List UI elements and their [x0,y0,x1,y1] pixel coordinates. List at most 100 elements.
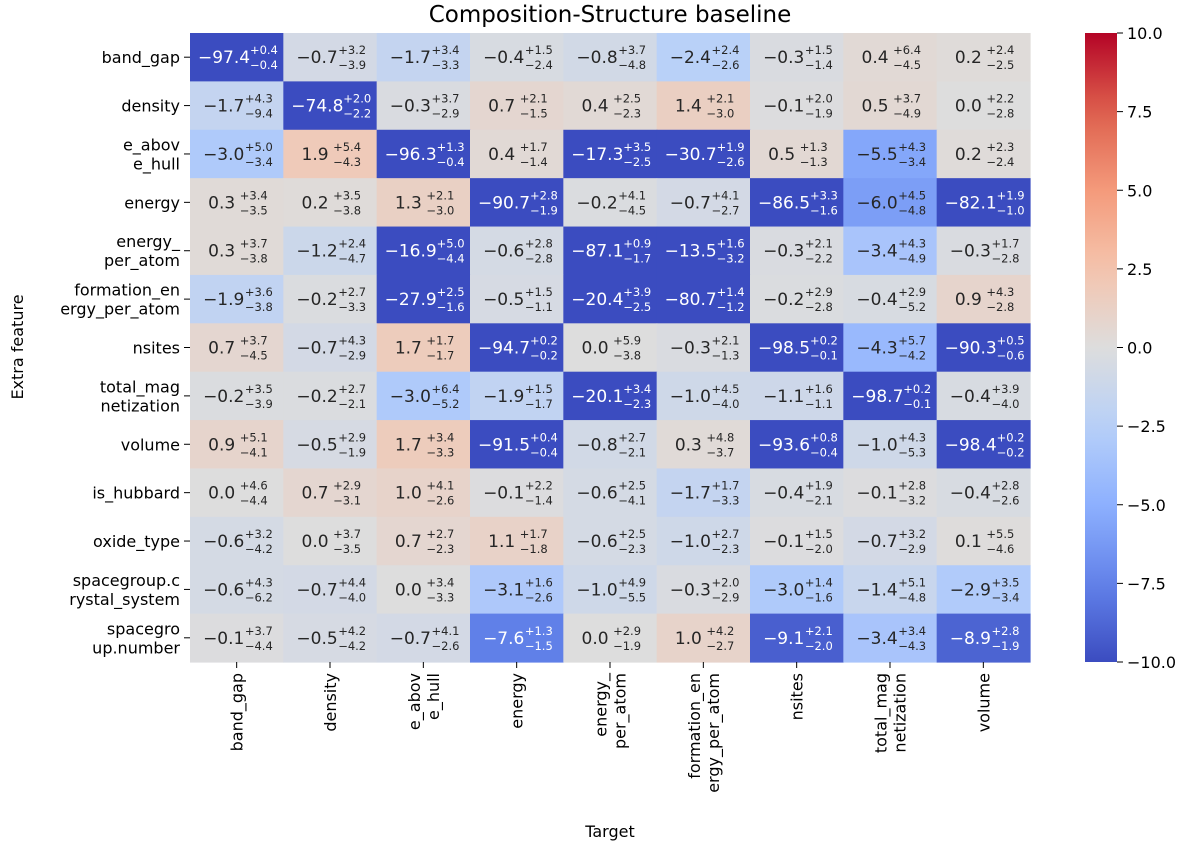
cell-lower-error-label: −1.7 [525,397,553,411]
heatmap-cell [190,33,284,82]
cell-value-label: 0.9 [955,290,982,310]
heatmap-cell [470,274,564,324]
heatmap-cell [470,226,564,276]
heatmap-cell [750,178,844,228]
cell-value-label: −0.1 [763,97,804,117]
cell-value-label: −0.2 [296,387,337,407]
cell-lower-error-label: −2.8 [525,252,553,266]
cell-lower-error-label: −3.4 [992,590,1020,604]
cell-upper-error-label: +2.8 [525,237,553,251]
cell-upper-error-label: +2.4 [338,237,366,251]
cell-value-label: −0.3 [670,580,711,600]
cell-upper-error-label: +1.5 [805,43,833,57]
cell-lower-error-label: −1.9 [613,639,641,653]
cell-lower-error-label: −2.9 [338,349,366,363]
cell-value-label: 0.7 [302,484,329,504]
x-tick-label: e_above_hull [405,673,444,730]
cell-lower-error-label: −2.2 [805,252,833,266]
y-tick-label: spacegroup.c rystal_system [69,571,180,610]
cell-value-label: −1.0 [670,387,711,407]
y-axis-label: Extra feature [8,294,27,399]
cell-upper-error-label: +3.7 [245,624,273,638]
cell-value-label: −0.6 [203,580,244,600]
cell-value-label: −5.5 [856,145,897,165]
cell-value-label: −80.7 [665,290,717,310]
cell-upper-error-label: +3.4 [240,188,268,202]
cell-upper-error-label: +2.0 [343,92,371,106]
cell-lower-error-label: −0.4 [250,58,278,72]
cell-upper-error-label: +1.6 [717,237,745,251]
cell-value-label: −0.2 [203,387,244,407]
cell-lower-error-label: −2.0 [805,542,833,556]
cell-upper-error-label: +2.1 [805,624,833,638]
cell-value-label: −30.7 [665,145,717,165]
cell-lower-error-label: −1.9 [992,639,1020,653]
cell-upper-error-label: +1.5 [525,43,553,57]
heatmap-cell [656,81,751,131]
x-tick-label: band_gap [228,673,248,751]
heatmap-cell [376,420,471,470]
cell-lower-error-label: −0.6 [997,349,1025,363]
cell-value-label: −1.7 [203,97,244,117]
cell-upper-error-label: +0.2 [903,382,931,396]
heatmap-cells: −97.4 +0.4−0.4 −0.7 +3.2−3.9 −1.7 +3.4−3.3 −0.… [190,33,1031,663]
cell-upper-error-label: +3.4 [898,624,926,638]
cell-upper-error-label: +1.4 [717,285,745,299]
colorbar-tick-label: 0.0 [1127,339,1152,358]
heatmap-cell [563,613,658,663]
cell-lower-error-label: −3.0 [706,107,734,121]
cell-value-label: 0.5 [862,97,889,117]
heatmap-cell [563,516,658,566]
cell-value-label: −0.2 [296,290,337,310]
heatmap-cell [190,468,284,518]
cell-upper-error-label: +5.0 [437,237,465,251]
cell-lower-error-label: −2.7 [706,639,734,653]
cell-value-label: 0.9 [208,435,235,455]
cell-upper-error-label: +3.7 [618,43,646,57]
cell-lower-error-label: −2.5 [623,300,651,314]
cell-upper-error-label: +2.7 [338,285,366,299]
cell-upper-error-label: +0.4 [530,430,558,444]
cell-upper-error-label: +4.2 [338,624,366,638]
cell-lower-error-label: −4.4 [437,252,465,266]
cell-value-label: 1.3 [395,193,422,213]
y-tick-label: volume [121,435,180,454]
cell-lower-error-label: −1.3 [712,349,740,363]
cell-value-label: −0.6 [576,484,617,504]
cell-upper-error-label: +4.3 [338,334,366,348]
cell-upper-error-label: +2.1 [426,188,454,202]
heatmap-cell [376,371,471,421]
cell-upper-error-label: +4.3 [898,140,926,154]
cell-lower-error-label: −3.8 [613,349,641,363]
heatmap-cell [936,81,1031,131]
cell-lower-error-label: −2.6 [717,155,745,169]
cell-upper-error-label: +2.9 [613,624,641,638]
cell-lower-error-label: −4.8 [898,203,926,217]
cell-upper-error-label: +4.6 [240,479,268,493]
cell-upper-error-label: +2.7 [338,382,366,396]
heatmap-cell [563,178,658,228]
cell-value-label: 0.2 [302,193,329,213]
cell-lower-error-label: −3.3 [426,445,454,459]
heatmap-cell [283,129,378,179]
y-tick-label: band_gap [102,48,180,68]
x-tick-label: energy_per_atom [592,672,631,749]
cell-upper-error-label: +1.7 [712,479,740,493]
cell-upper-error-label: +4.3 [898,237,926,251]
cell-value-label: 0.7 [395,532,422,552]
colorbar-gradient [1085,33,1117,662]
heatmap-cell [750,565,844,615]
cell-lower-error-label: −5.3 [898,445,926,459]
cell-lower-error-label: −3.1 [333,494,361,508]
cell-lower-error-label: −4.9 [893,107,921,121]
cell-upper-error-label: +2.5 [613,92,641,106]
cell-lower-error-label: −2.5 [623,155,651,169]
heatmap-cell [656,371,751,421]
cell-value-label: −0.2 [576,193,617,213]
cell-lower-error-label: −2.3 [623,397,651,411]
cell-lower-error-label: −1.9 [805,107,833,121]
cell-value-label: −90.3 [945,339,997,359]
cell-lower-error-label: −4.2 [338,639,366,653]
cell-lower-error-label: −1.8 [520,542,548,556]
heatmap-cell [283,420,378,470]
